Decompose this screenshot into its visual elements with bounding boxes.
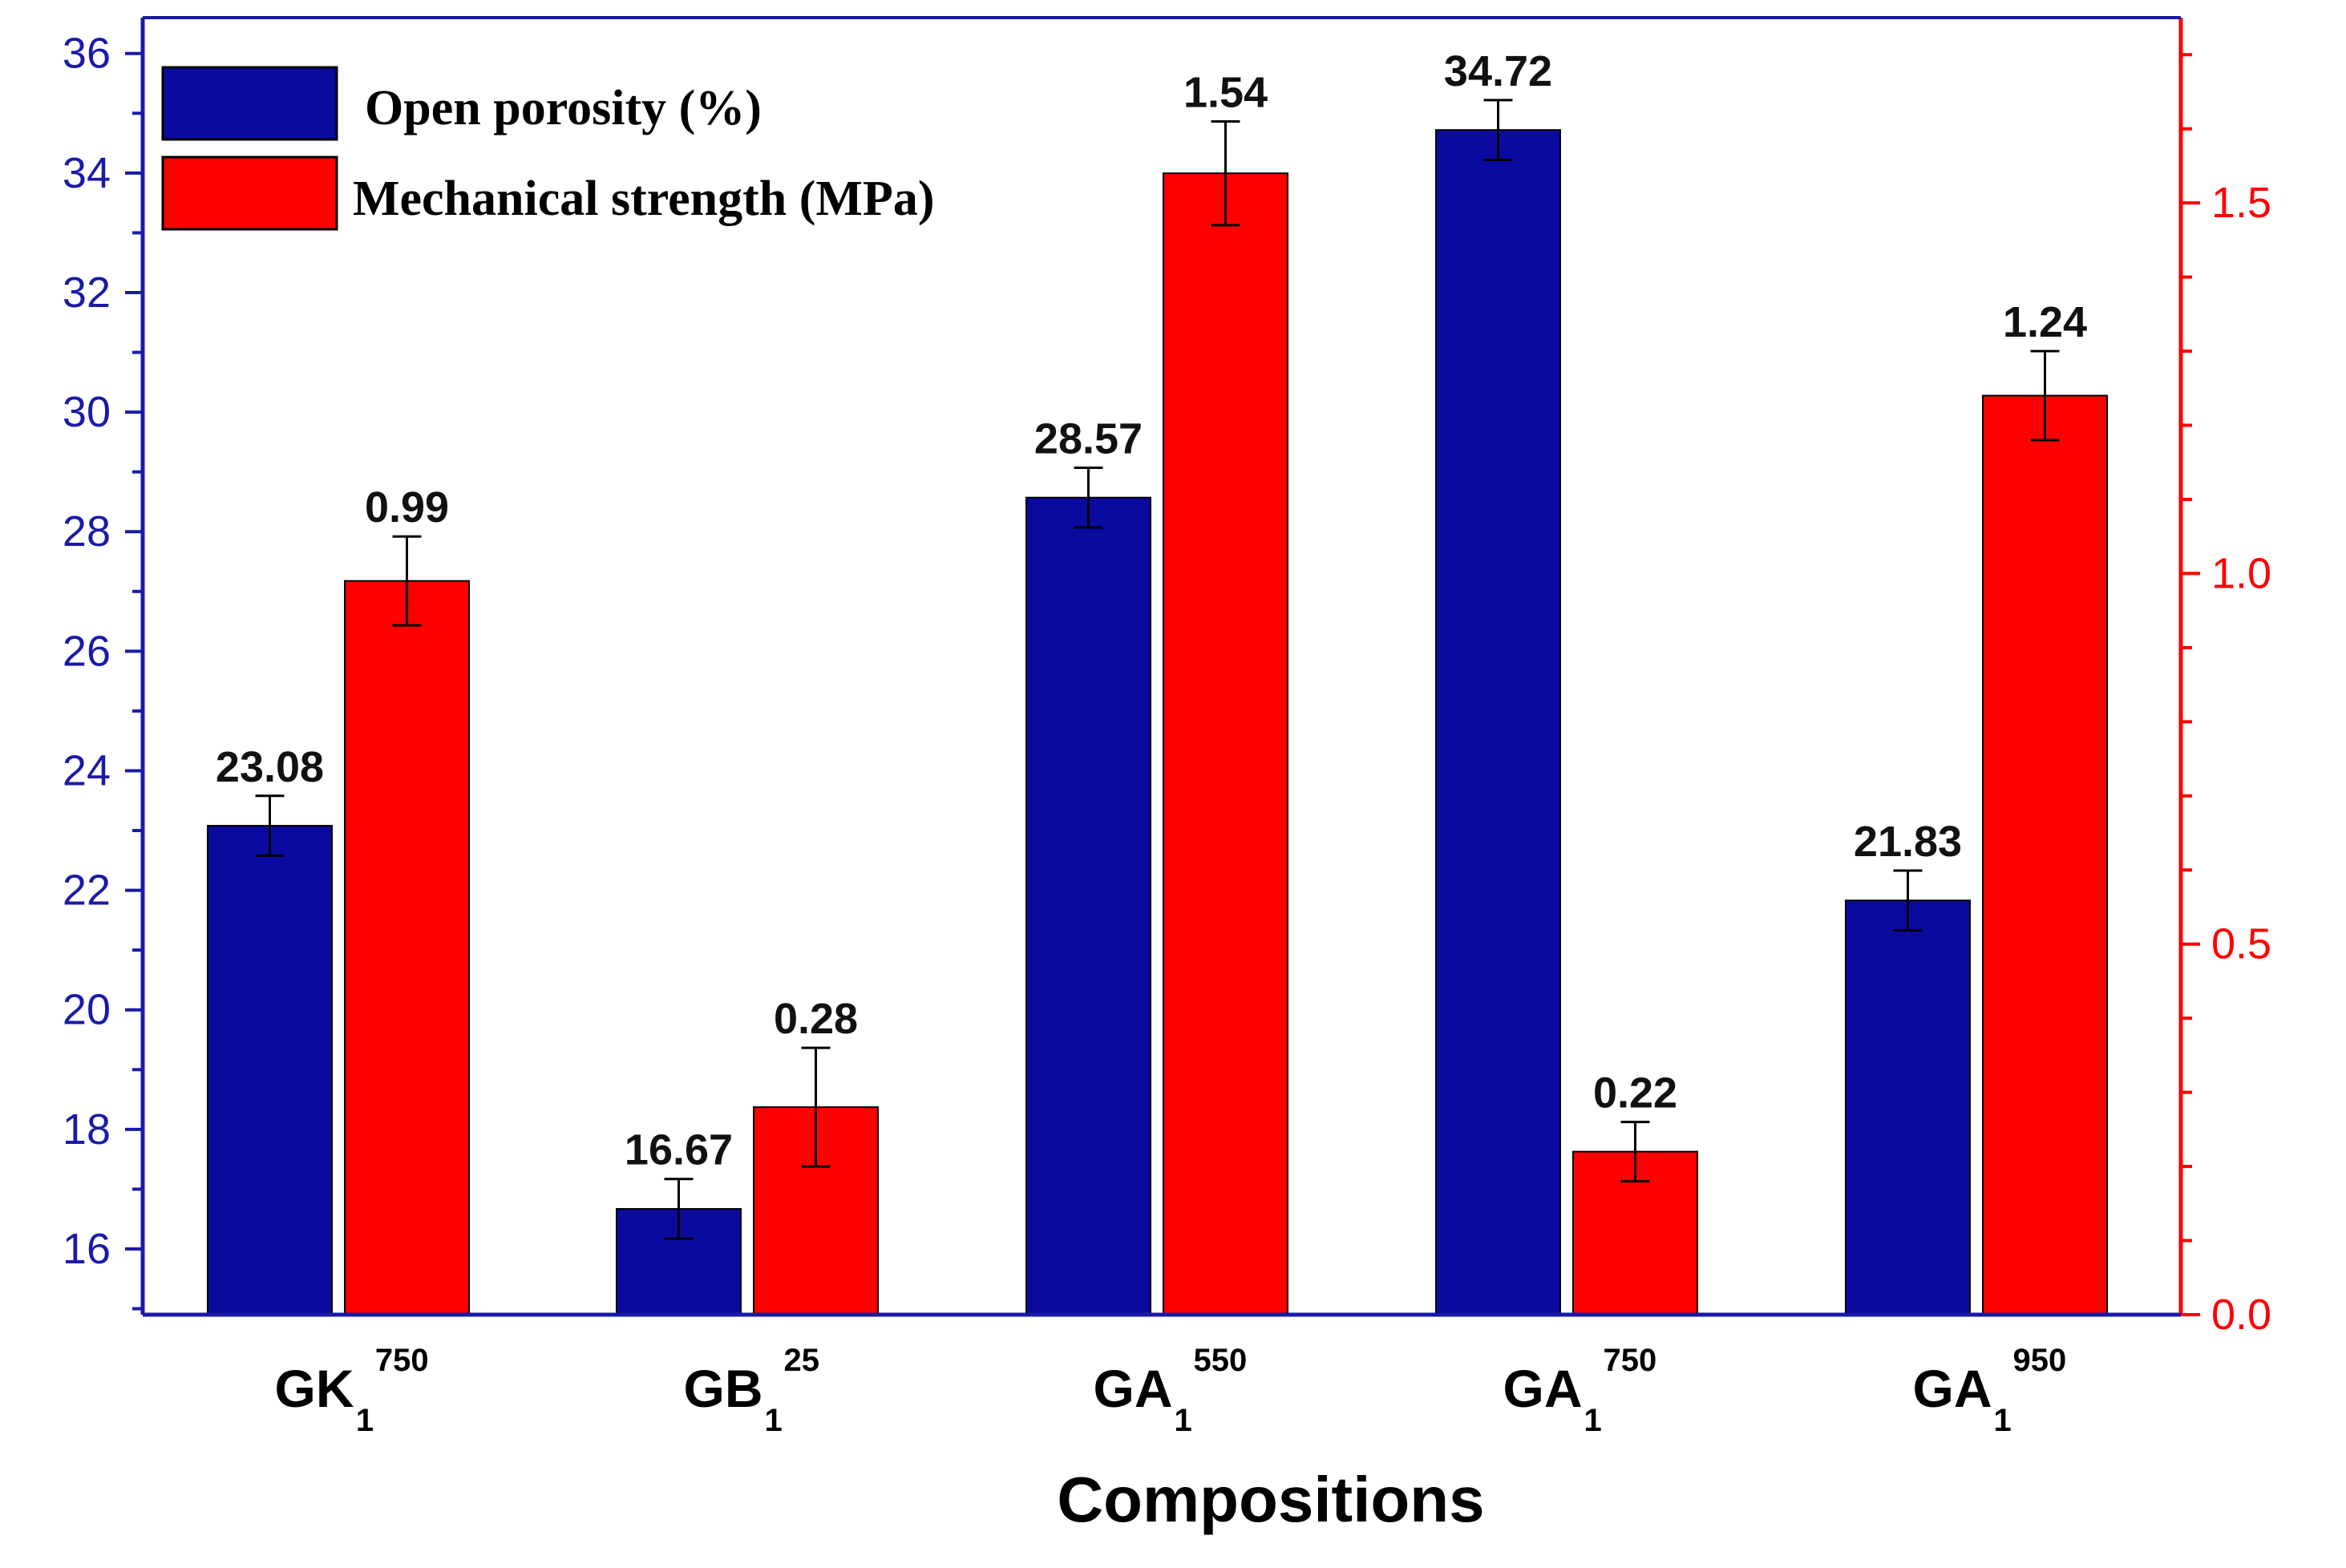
category-superscript-2: 550 [1194,1343,1248,1378]
left-tick-label-10: 36 [63,30,111,78]
category-subscript-4: 1 [1994,1403,2012,1438]
right-tick-label-3: 1.5 [2211,179,2271,227]
left-tick-label-6: 28 [63,507,111,556]
legend-swatch-strength [161,156,338,231]
category-superscript-4: 950 [2013,1343,2067,1378]
category-subscript-2: 1 [1175,1403,1192,1438]
axes-group: 16 18 20 22 24 26 28 30 32 34 36 0.0 0.5 1.0 1.5 [63,16,2271,1339]
category-label-4: GA [1913,1359,1992,1418]
category-label-0: GK [275,1359,354,1418]
data-label-0-3: 34.72 [1444,47,1552,95]
x-axis-title: Compositions [1057,1464,1484,1535]
category-superscript-1: 25 [784,1343,820,1378]
category-label-3: GA [1503,1359,1583,1418]
category-label-1: GB [684,1359,763,1418]
left-tick-label-2: 20 [63,986,111,1034]
category-label-2: GA [1094,1359,1173,1418]
bar-0-3 [1435,129,1561,1315]
left-tick-label-4: 24 [63,746,111,794]
data-label-0-1: 16.67 [625,1126,733,1174]
bar-1-0 [344,580,470,1315]
legend-swatch-porosity [161,66,338,141]
left-tick-label-9: 34 [63,149,111,197]
legend-label-strength: Mechanical strength (MPa) [353,172,934,226]
bars-group [207,99,2108,1316]
data-label-1-1: 0.28 [774,995,858,1043]
data-label-1-4: 1.24 [2003,298,2087,346]
category-superscript-3: 750 [1604,1343,1657,1378]
left-tick-label-3: 22 [63,867,111,915]
data-label-0-2: 28.57 [1034,414,1143,463]
data-label-1-0: 0.99 [365,483,449,531]
left-tick-label-1: 18 [63,1105,111,1154]
bar-0-4 [1845,899,1971,1315]
left-tick-label-8: 32 [63,269,111,317]
legend-label-porosity: Open porosity (%) [365,81,762,135]
right-tick-label-2: 1.0 [2211,549,2271,597]
bar-0-0 [207,825,333,1315]
bar-0-2 [1025,496,1151,1315]
right-tick-label-1: 0.5 [2211,920,2271,968]
bar-1-4 [1982,394,2108,1316]
data-label-1-2: 1.54 [1183,68,1268,116]
data-label-0-0: 23.08 [216,743,324,791]
left-tick-label-7: 30 [63,388,111,436]
category-superscript-0: 750 [375,1343,429,1378]
left-tick-label-0: 16 [63,1225,111,1273]
bar-1-2 [1163,172,1288,1315]
category-subscript-1: 1 [765,1403,783,1438]
left-tick-label-5: 26 [63,627,111,675]
legend: Open porosity (%) Mechanical strength (M… [161,66,934,231]
category-subscript-3: 1 [1584,1403,1602,1438]
data-label-0-4: 21.83 [1854,818,1962,866]
data-label-1-3: 0.22 [1593,1069,1677,1117]
labels-group: 23.08 16.67 28.57 34.72 21.83 0.99 0.28 1.54 0.2… [216,47,2087,1438]
right-tick-label-0: 0.0 [2211,1291,2271,1339]
category-subscript-0: 1 [356,1403,374,1438]
